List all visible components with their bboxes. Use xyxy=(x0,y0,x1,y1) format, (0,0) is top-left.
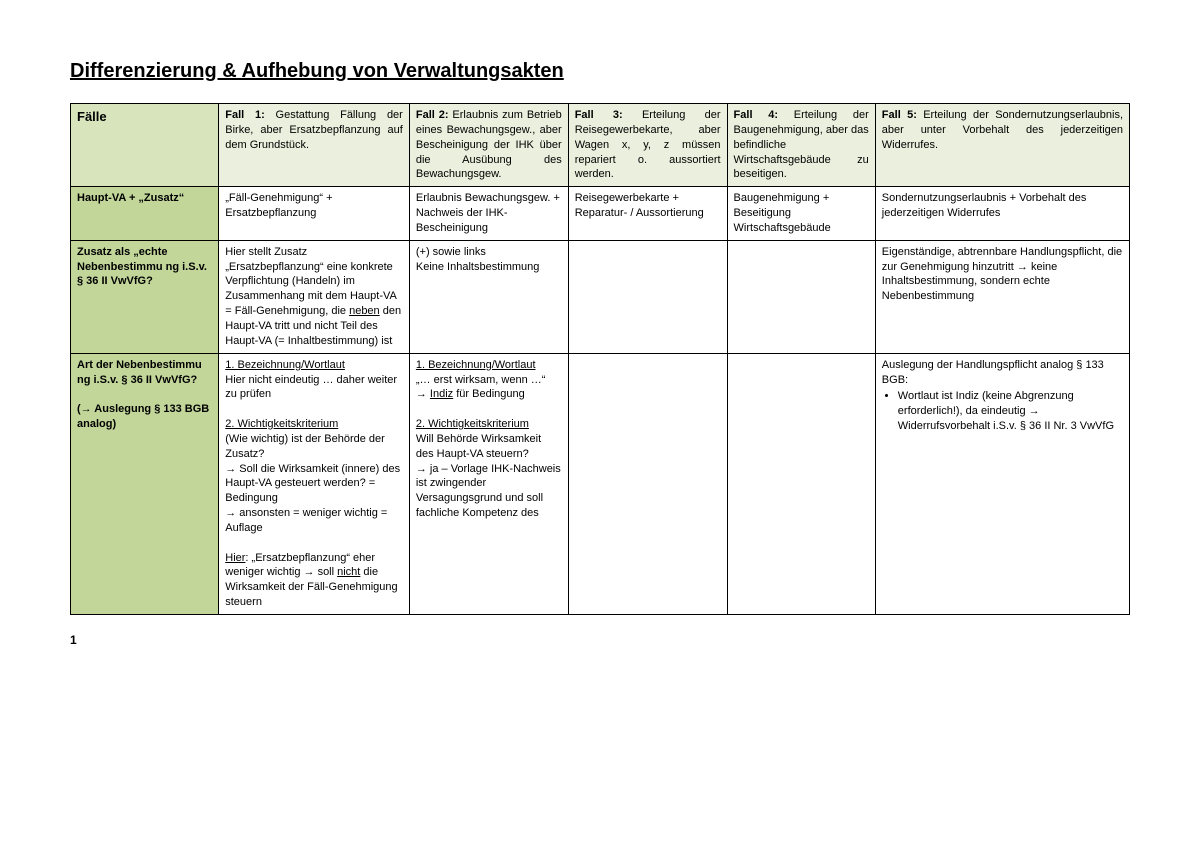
row2-c4 xyxy=(727,240,875,353)
table-row: Zusatz als „echte Nebenbestimmu ng i.S.v… xyxy=(71,240,1130,353)
header-label: Fälle xyxy=(71,104,219,187)
row3-c4 xyxy=(727,353,875,614)
row3-label: Art der Nebenbestimmu ng i.S.v. § 36 II … xyxy=(71,353,219,614)
table-row: Art der Nebenbestimmu ng i.S.v. § 36 II … xyxy=(71,353,1130,614)
row1-c4: Baugenehmigung + Beseitigung Wirtschafts… xyxy=(727,187,875,241)
row3-c1: 1. Bezeichnung/Wortlaut Hier nicht einde… xyxy=(219,353,410,614)
page-title: Differenzierung & Aufhebung von Verwaltu… xyxy=(70,60,1130,83)
table-header-row: Fälle Fall 1: Gestattung Fällung der Bir… xyxy=(71,104,1130,187)
row1-label: Haupt-VA + „Zusatz“ xyxy=(71,187,219,241)
row1-c1: „Fäll-Genehmigung“ + Ersatzbepflanzung xyxy=(219,187,410,241)
row2-label: Zusatz als „echte Nebenbestimmu ng i.S.v… xyxy=(71,240,219,353)
header-fall-2: Fall 2: Erlaubnis zum Betrieb eines Bewa… xyxy=(409,104,568,187)
row3-c3 xyxy=(568,353,727,614)
header-fall-1: Fall 1: Gestattung Fällung der Birke, ab… xyxy=(219,104,410,187)
page-number: 1 xyxy=(70,633,1130,647)
row2-c3 xyxy=(568,240,727,353)
header-fall-4: Fall 4: Erteilung der Baugenehmigung, ab… xyxy=(727,104,875,187)
table-row: Haupt-VA + „Zusatz“ „Fäll-Genehmigung“ +… xyxy=(71,187,1130,241)
row1-c3: Reisegewerbekarte + Reparatur- / Aussort… xyxy=(568,187,727,241)
row2-c2: (+) sowie linksKeine Inhaltsbestimmung xyxy=(409,240,568,353)
row3-c5: Auslegung der Handlungspflicht analog § … xyxy=(875,353,1129,614)
row1-c2: Erlaubnis Bewachungsgew. + Nachweis der … xyxy=(409,187,568,241)
row2-c5: Eigenständige, abtrennbare Handlungspfli… xyxy=(875,240,1129,353)
row2-c1: Hier stellt Zusatz „Ersatzbepflanzung“ e… xyxy=(219,240,410,353)
row1-c5: Sondernutzungserlaubnis + Vorbehalt des … xyxy=(875,187,1129,241)
header-fall-3: Fall 3: Erteilung der Reisegewerbekarte,… xyxy=(568,104,727,187)
row3-c2: 1. Bezeichnung/Wortlaut „… erst wirksam,… xyxy=(409,353,568,614)
cases-table: Fälle Fall 1: Gestattung Fällung der Bir… xyxy=(70,103,1130,615)
header-fall-5: Fall 5: Erteilung der Sondernutzungserla… xyxy=(875,104,1129,187)
